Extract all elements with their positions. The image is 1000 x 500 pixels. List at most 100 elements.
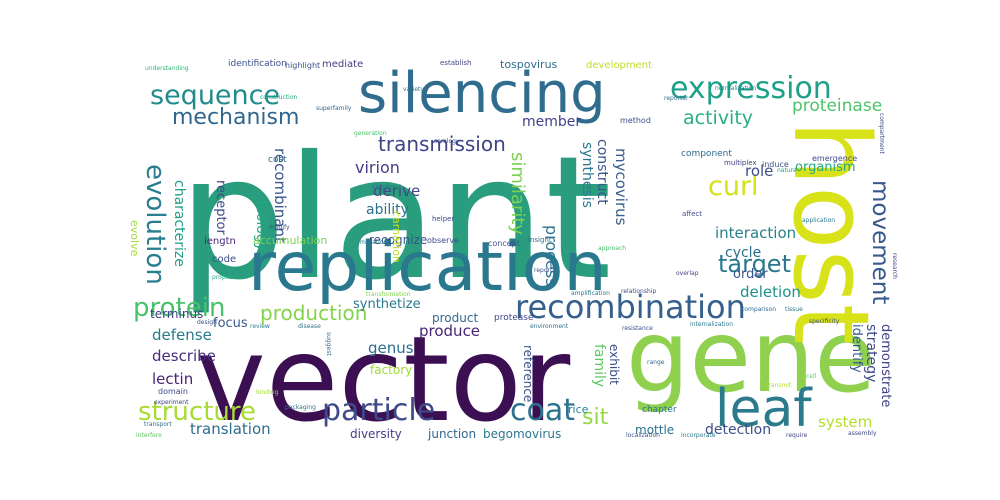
word-characterize: characterize (171, 180, 187, 267)
word-superfamily: superfamily (316, 105, 352, 112)
word-describe: describe (152, 347, 216, 365)
word-serology: serology (434, 138, 460, 145)
word-suggest: suggest (325, 332, 332, 356)
word-demonstrate: demonstrate (878, 324, 893, 407)
word-ability: ability (366, 202, 409, 218)
word-virion: virion (355, 158, 400, 177)
word-multiplex: multiplex (724, 159, 757, 167)
word-internalization: internalization (690, 321, 733, 328)
word-movement: movement (867, 180, 893, 304)
word-genus: genus (368, 339, 414, 357)
word-resistance: resistance (622, 325, 653, 332)
word-transport: transport (144, 421, 172, 428)
word-packaging: packaging (285, 404, 316, 411)
word-transmit: transmit (766, 382, 792, 389)
word-begomovirus: begomovirus (483, 427, 561, 441)
word-accumulation: accumulation (253, 234, 327, 247)
word-amplification: amplification (571, 290, 610, 297)
word-replication: replication (248, 228, 607, 307)
word-evolve: evolve (128, 220, 141, 257)
word-construction: construction (260, 94, 298, 101)
word-understanding: understanding (145, 65, 189, 72)
word-system: system (818, 413, 872, 431)
word-observe: observe (427, 236, 459, 245)
word-activity: activity (683, 107, 753, 129)
word-localization: localization (626, 432, 660, 439)
word-target: target (718, 250, 791, 278)
word-factory: factory (370, 363, 412, 377)
word-protease: protease (494, 313, 534, 323)
word-protein: protein (133, 293, 225, 323)
word-require: require (786, 432, 808, 439)
word-coat: coat (510, 393, 575, 428)
word-product: product (432, 311, 478, 325)
word-focus: focus (213, 316, 248, 331)
word-mottle: mottle (635, 423, 674, 437)
word-code: code (212, 254, 236, 265)
word-deletion: deletion (740, 283, 801, 301)
word-helper: helper (432, 215, 454, 223)
word-gene: gene (626, 298, 876, 415)
word-experiment: experiment (154, 399, 189, 406)
word-proteinase: proteinase (792, 96, 882, 116)
word-construct: construct (594, 139, 610, 205)
word-process: process (542, 225, 561, 286)
word-host: host (770, 120, 892, 345)
word-translation: translation (190, 420, 271, 438)
word-report: report (534, 267, 553, 274)
word-sit: sit (582, 405, 609, 430)
word-expression: expression (670, 71, 832, 106)
word-derive: derive (373, 182, 420, 200)
word-binding: binding (256, 389, 279, 396)
word-recognize: recognize (369, 233, 427, 247)
word-sequence: sequence (150, 80, 280, 111)
word-synthetize: synthetize (353, 297, 421, 312)
word-insight: insight (528, 236, 552, 244)
word-transmission: transmission (378, 132, 506, 156)
word-similarity: similarity (507, 152, 528, 235)
word-terminus: terminus (150, 307, 203, 321)
word-establish: establish (440, 59, 471, 67)
word-junction: junction (427, 427, 476, 441)
word-environment: environment (530, 323, 569, 330)
word-approach: approach (598, 245, 626, 252)
word-nature: nature (777, 167, 797, 174)
word-cell: cell (806, 373, 817, 380)
word-member: member (522, 114, 581, 130)
word-compartment: compartment (878, 113, 885, 154)
word-concept: concept (488, 239, 520, 248)
word-defense: defense (152, 326, 212, 344)
word-recombinant: recombinant (271, 148, 289, 243)
word-curl: curl (708, 171, 759, 202)
word-diversity: diversity (350, 427, 402, 441)
word-identification: identification (228, 59, 287, 69)
word-mycovirus: mycovirus (612, 148, 630, 226)
word-propose: propose (212, 274, 236, 281)
word-relationship: relationship (621, 288, 656, 295)
word-rice: rice (568, 403, 589, 416)
word-particle: particle (322, 393, 435, 428)
word-method: method (620, 116, 651, 125)
word-mediate: mediate (322, 59, 363, 70)
word-generation: generation (354, 130, 387, 137)
word-modify: modify (269, 224, 290, 231)
word-detection: detection (705, 422, 771, 438)
word-receptor: receptor (213, 180, 228, 236)
word-research: research (891, 253, 898, 279)
word-development: development (586, 60, 652, 71)
word-produce: produce (419, 322, 480, 340)
word-silencing: silencing (358, 61, 606, 126)
word-variety: variety (403, 86, 424, 93)
word-carnation: carnation (390, 211, 403, 263)
word-review: review (250, 323, 270, 330)
word-tospovirus: tospovirus (500, 58, 558, 71)
word-normalization: normalization (715, 85, 756, 92)
word-interaction: interaction (715, 224, 796, 242)
word-iengtn: iengtn (204, 236, 236, 247)
word-family: family (591, 344, 607, 387)
word-transformation: transformation (366, 291, 411, 298)
word-incorporate: incorporate (681, 432, 716, 439)
word-chapter: chapter (642, 405, 677, 415)
word-domain: domain (158, 387, 188, 396)
